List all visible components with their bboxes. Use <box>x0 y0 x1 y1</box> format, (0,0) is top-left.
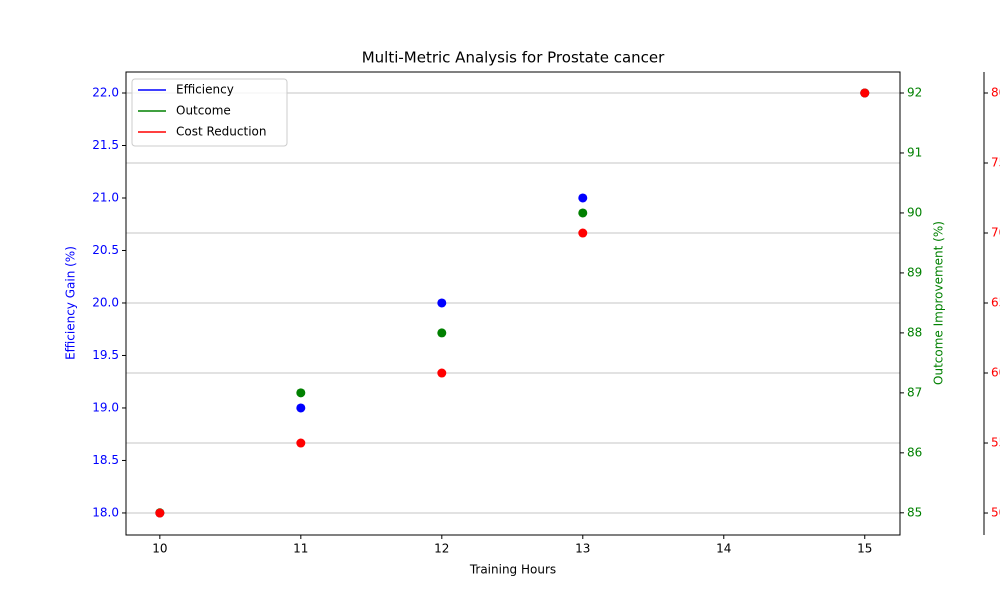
y-tick-label: 88 <box>907 325 922 339</box>
x-tick-label: 10 <box>152 542 167 556</box>
y-tick-label: 19.5 <box>92 348 119 362</box>
y-tick-label: 50 <box>991 506 1000 520</box>
legend-label: Outcome <box>176 104 231 118</box>
point <box>296 388 306 398</box>
x-tick-label: 13 <box>575 542 590 556</box>
y-tick-label: 21.0 <box>92 190 119 204</box>
legend-label: Cost Reduction <box>176 125 266 139</box>
y-tick-label: 80 <box>991 86 1000 100</box>
y-tick-label: 85 <box>907 505 922 519</box>
legend-box <box>131 78 288 147</box>
x-tick-label: 14 <box>716 542 731 556</box>
y2-axis-label: Outcome Improvement (%) <box>932 221 946 385</box>
legend: Efficiency Outcome Cost Reduction <box>131 78 288 147</box>
legend-label: Efficiency <box>176 83 234 97</box>
point <box>155 508 165 518</box>
point <box>860 88 870 98</box>
plot-frame <box>125 71 901 536</box>
y-tick-label: 18.5 <box>92 453 119 467</box>
point <box>437 328 447 338</box>
x-tick-label: 15 <box>857 542 872 556</box>
y-tick-label: 87 <box>907 385 922 399</box>
y-tick-label: 21.5 <box>92 138 119 152</box>
y-axis-label: Efficiency Gain (%) <box>64 246 78 360</box>
y-tick-label: 20.0 <box>92 295 119 309</box>
y-tick-label: 89 <box>907 265 922 279</box>
y-tick-label: 20.5 <box>92 243 119 257</box>
point <box>296 438 306 448</box>
point <box>578 193 588 203</box>
x-tick-label: 12 <box>434 542 449 556</box>
point <box>437 298 447 308</box>
y-tick-label: 60 <box>991 366 1000 380</box>
chart-title: Multi-Metric Analysis for Prostate cance… <box>362 49 665 67</box>
y-tick-label: 91 <box>907 145 922 159</box>
point <box>578 228 588 238</box>
x-axis-label: Training Hours <box>469 563 556 577</box>
y-tick-label: 86 <box>907 445 922 459</box>
y-tick-label: 22.0 <box>92 85 119 99</box>
point <box>578 208 588 218</box>
x-tick-label: 11 <box>293 542 308 556</box>
y-tick-label: 65 <box>991 296 1000 310</box>
point <box>437 368 447 378</box>
y-tick-label: 19.0 <box>92 400 119 414</box>
y-tick-label: 92 <box>907 85 922 99</box>
y-tick-label: 18.0 <box>92 505 119 519</box>
point <box>296 403 306 413</box>
y-tick-label: 90 <box>907 205 922 219</box>
y-tick-label: 55 <box>991 436 1000 450</box>
y-tick-label: 70 <box>991 226 1000 240</box>
y-tick-label: 75 <box>991 156 1000 170</box>
